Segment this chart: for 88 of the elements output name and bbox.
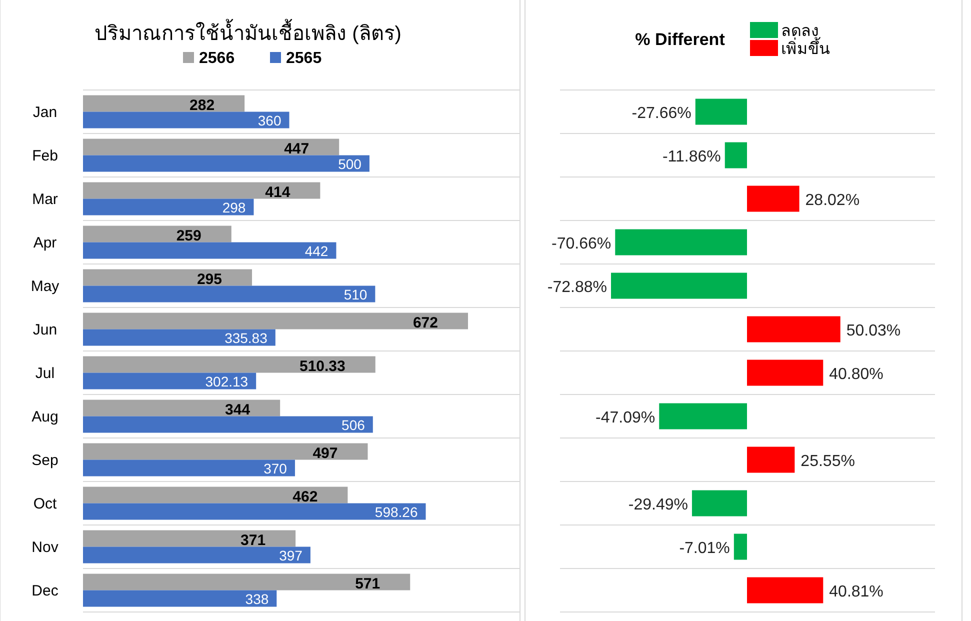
bar [83, 372, 256, 390]
bar [83, 460, 295, 476]
data-label: 370 [264, 460, 288, 476]
y-tick-label: Jan [32, 104, 58, 121]
bar [83, 112, 290, 128]
y-tick-label: Mar [32, 190, 58, 208]
bar [83, 574, 410, 590]
data-label: -47.09% [596, 409, 656, 426]
y-tick-label: May [30, 278, 60, 295]
y-tick-label: Dec [32, 582, 59, 600]
bar [83, 503, 426, 520]
data-label: 344 [225, 401, 251, 418]
bar [83, 400, 280, 416]
legend-label: 2566 [199, 50, 235, 67]
data-label: 500 [338, 156, 362, 172]
data-label: 298 [222, 199, 246, 216]
data-label: 40.81% [829, 583, 884, 600]
y-tick-label: Jul [35, 364, 55, 382]
data-label: 497 [312, 444, 338, 462]
data-label: 598.26 [374, 504, 418, 520]
bar [611, 272, 747, 299]
data-label: 360 [258, 112, 282, 128]
bar [692, 490, 747, 516]
bar [83, 226, 232, 242]
data-label: 672 [412, 314, 438, 332]
data-label: 40.80% [829, 366, 884, 383]
y-tick-label: Aug [32, 408, 58, 426]
data-label: 442 [304, 242, 328, 259]
y-tick-label: Sep [32, 452, 58, 469]
data-label: 447 [284, 140, 310, 158]
data-label: 282 [190, 96, 215, 114]
data-label: -7.01% [679, 540, 730, 557]
data-label: 335.83 [224, 330, 268, 346]
data-label: 397 [279, 547, 303, 564]
bar [747, 360, 824, 386]
bar [83, 546, 310, 564]
data-label: 259 [176, 227, 202, 244]
bar [83, 95, 245, 112]
data-label: 302.13 [205, 373, 248, 390]
bar [747, 577, 824, 604]
data-label: -70.66% [552, 235, 612, 252]
data-label: -29.49% [628, 496, 688, 514]
bar [83, 443, 368, 460]
y-tick-label: Feb [32, 147, 58, 164]
y-tick-label: Apr [33, 234, 57, 252]
bar [615, 229, 747, 256]
bar [695, 98, 747, 125]
data-label: 414 [265, 184, 291, 201]
bar [83, 486, 348, 504]
data-label: 371 [240, 532, 266, 549]
bar [83, 590, 277, 607]
y-tick-label: Oct [33, 495, 58, 512]
bar [83, 530, 296, 547]
bar [747, 446, 795, 473]
data-label: 510.33 [299, 358, 346, 375]
bar [83, 312, 468, 330]
bar [83, 269, 252, 286]
data-label: 571 [355, 575, 380, 592]
data-label: -72.88% [547, 278, 607, 296]
bar [83, 286, 376, 302]
y-tick-label: Nov [32, 538, 59, 556]
bar [83, 242, 336, 259]
bar [747, 186, 800, 212]
data-label: 50.03% [846, 322, 901, 340]
data-label: 295 [196, 270, 222, 288]
bar [747, 316, 840, 342]
chart-title: ปริมาณการใช้น้ำมันเชื้อเพลิง (ลิตร) [94, 19, 402, 45]
data-label: 338 [245, 590, 269, 607]
data-label: 28.02% [805, 192, 860, 209]
bar [659, 403, 747, 430]
bar [724, 142, 747, 168]
bar [83, 138, 340, 156]
data-label: -27.66% [632, 104, 692, 122]
data-label: 510 [344, 286, 368, 302]
bar [83, 182, 320, 199]
bar [83, 356, 376, 373]
bar [83, 155, 370, 172]
data-label: 506 [342, 416, 366, 433]
data-label: -11.86% [662, 148, 721, 166]
bar [83, 416, 373, 433]
y-tick-label: Jun [32, 321, 58, 338]
data-label: 25.55% [800, 452, 855, 470]
chart-title: % Different [635, 30, 726, 49]
bar [734, 534, 747, 560]
bar [83, 198, 254, 216]
legend-label: 2565 [286, 50, 322, 67]
bar [83, 329, 276, 346]
data-label: 462 [292, 488, 318, 506]
